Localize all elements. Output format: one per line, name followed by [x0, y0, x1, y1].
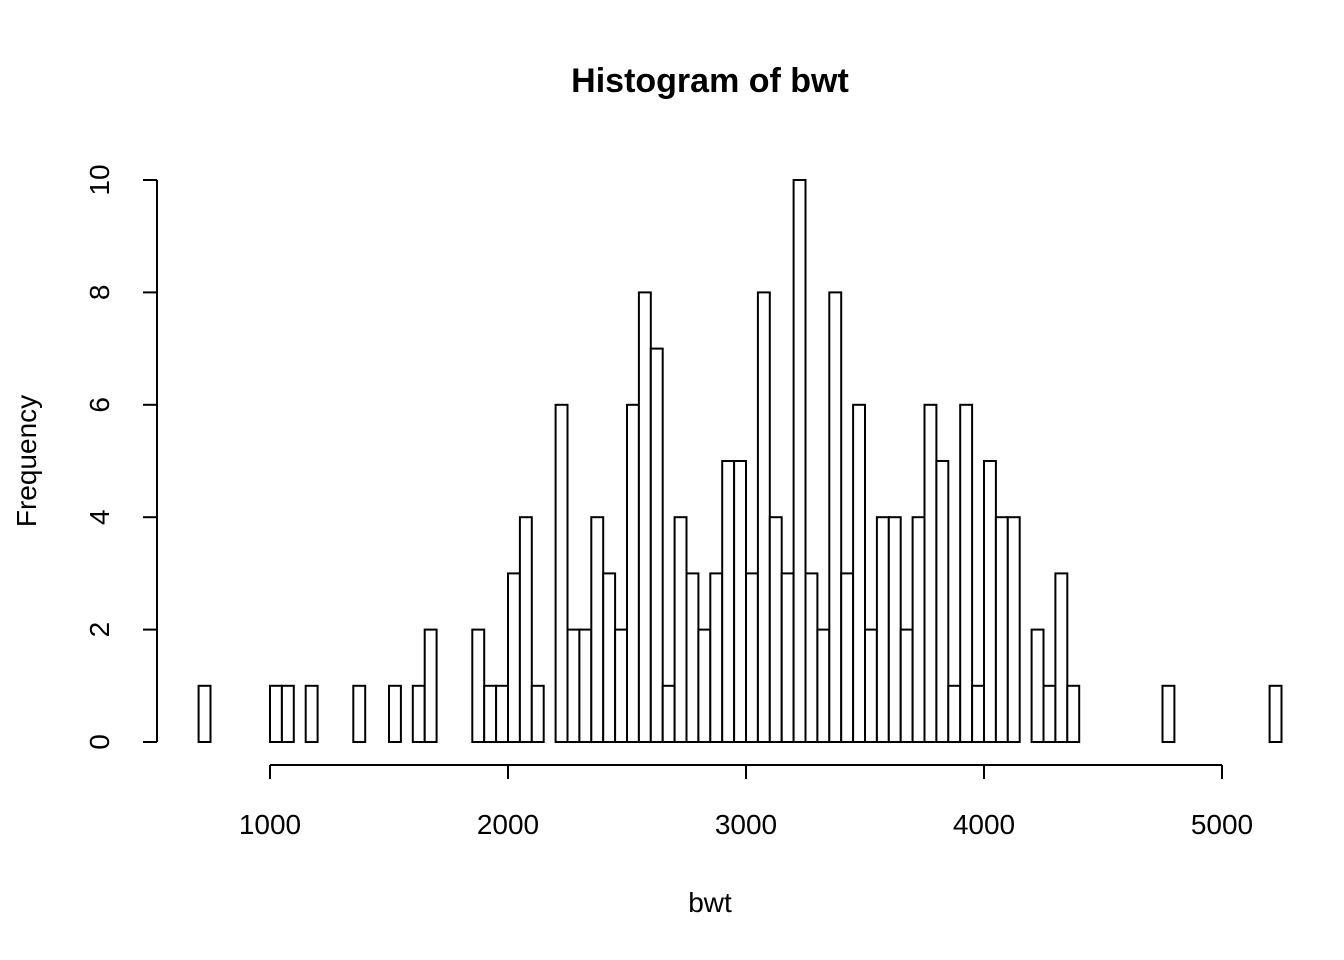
histogram-bar	[947, 684, 962, 743]
y-tick-label: 2	[84, 622, 115, 638]
histogram-bar	[768, 516, 783, 744]
y-axis-label: Frequency	[11, 395, 42, 527]
histogram-bar	[923, 403, 938, 743]
histogram-bar	[1006, 516, 1021, 744]
bars-group	[197, 179, 1283, 744]
histogram-bar	[887, 516, 902, 744]
histogram-bar	[709, 572, 724, 744]
histogram-bar	[1066, 684, 1081, 743]
histogram-bar	[733, 460, 747, 743]
histogram-bar	[495, 684, 510, 743]
histogram-bar	[280, 684, 295, 743]
histogram-bar	[1030, 628, 1045, 743]
histogram-bar	[590, 516, 605, 744]
histogram-bar	[661, 684, 676, 743]
histogram-bar	[994, 516, 1009, 744]
x-axis: 1000 2000 3000 4000 5000	[239, 764, 1253, 840]
histogram-bar	[864, 628, 878, 743]
histogram-bar	[1054, 572, 1069, 744]
histogram-bar	[554, 403, 569, 743]
histogram-bar	[471, 628, 486, 743]
histogram-bar	[875, 516, 890, 744]
histogram-bar	[269, 684, 283, 743]
histogram-bar	[578, 628, 593, 743]
histogram-bar	[780, 572, 795, 744]
x-tick-label: 4000	[953, 809, 1015, 840]
y-tick-label: 10	[84, 164, 115, 195]
histogram-bar	[483, 684, 498, 743]
histogram-bar	[518, 516, 533, 744]
histogram-bar	[959, 403, 974, 743]
histogram-bar	[423, 628, 438, 743]
x-axis-label: bwt	[688, 887, 732, 918]
histogram-bar	[614, 628, 628, 743]
x-tick-label: 5000	[1191, 809, 1253, 840]
histogram-bar	[899, 628, 914, 743]
histogram-bar	[935, 460, 950, 743]
y-tick-label: 6	[84, 397, 115, 413]
histogram-bar	[792, 179, 807, 743]
histogram-bar	[637, 291, 652, 743]
histogram-bar	[530, 684, 545, 743]
histogram-bar	[804, 572, 819, 744]
histogram-bar	[602, 572, 617, 744]
histogram-bar	[352, 684, 367, 743]
histogram-bar	[756, 291, 771, 743]
histogram-bar	[852, 403, 866, 743]
histogram-bar	[304, 684, 319, 743]
histogram-bar	[626, 403, 640, 743]
histogram-bar	[388, 684, 402, 743]
histogram-bar	[840, 572, 855, 744]
histogram-bar	[828, 291, 843, 743]
histogram-bar	[745, 572, 759, 744]
histogram-bar	[685, 572, 700, 744]
histogram-bar	[649, 347, 664, 743]
histogram-bar	[971, 684, 985, 743]
histogram-bar	[816, 628, 831, 743]
histogram-bar	[911, 516, 926, 744]
chart-title: Histogram of bwt	[571, 62, 849, 100]
histogram-bar	[697, 628, 712, 743]
x-tick-label: 2000	[477, 809, 539, 840]
histogram-bar	[566, 628, 581, 743]
histogram-bar	[507, 572, 521, 744]
histogram-bar	[721, 460, 736, 743]
y-tick-label: 8	[84, 285, 115, 301]
histogram-bar	[197, 684, 212, 743]
y-axis: 0 2 4 6 8 10	[84, 164, 158, 750]
histogram-bar	[1042, 684, 1057, 743]
histogram-bar	[1161, 684, 1176, 743]
y-tick-label: 4	[84, 509, 115, 525]
x-tick-label: 3000	[715, 809, 777, 840]
y-tick-label: 0	[84, 734, 115, 750]
histogram-bar	[673, 516, 688, 744]
histogram-bar	[1268, 684, 1283, 743]
histogram-bar	[411, 684, 426, 743]
x-tick-label: 1000	[239, 809, 301, 840]
histogram-bar	[983, 460, 997, 743]
